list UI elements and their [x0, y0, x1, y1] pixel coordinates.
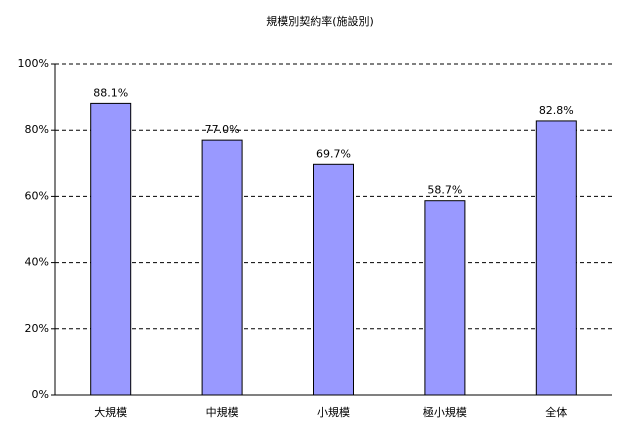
y-tick-label: 80% [25, 123, 49, 136]
x-tick-label: 小規模 [317, 405, 350, 419]
bar [535, 120, 577, 396]
bar [90, 102, 132, 396]
x-tick-label: 極小規模 [423, 405, 467, 419]
data-label: 82.8% [539, 104, 574, 117]
bar [201, 139, 243, 396]
y-tick-label: 40% [25, 256, 49, 269]
chart-title: 規模別契約率(施設別) [266, 14, 374, 28]
y-tick-label: 60% [25, 189, 49, 202]
data-label: 69.7% [316, 147, 351, 160]
y-tick-label: 0% [32, 388, 49, 401]
data-label: 77.0% [205, 123, 240, 136]
x-tick-label: 全体 [545, 405, 567, 419]
bar [313, 163, 354, 396]
x-tick-label: 大規模 [94, 405, 127, 419]
data-label: 88.1% [93, 86, 128, 99]
y-tick-label: 20% [25, 322, 49, 335]
x-tick-label: 中規模 [206, 405, 239, 419]
bar [424, 200, 466, 396]
data-label: 58.7% [427, 184, 462, 197]
y-tick-label: 100% [18, 57, 49, 70]
